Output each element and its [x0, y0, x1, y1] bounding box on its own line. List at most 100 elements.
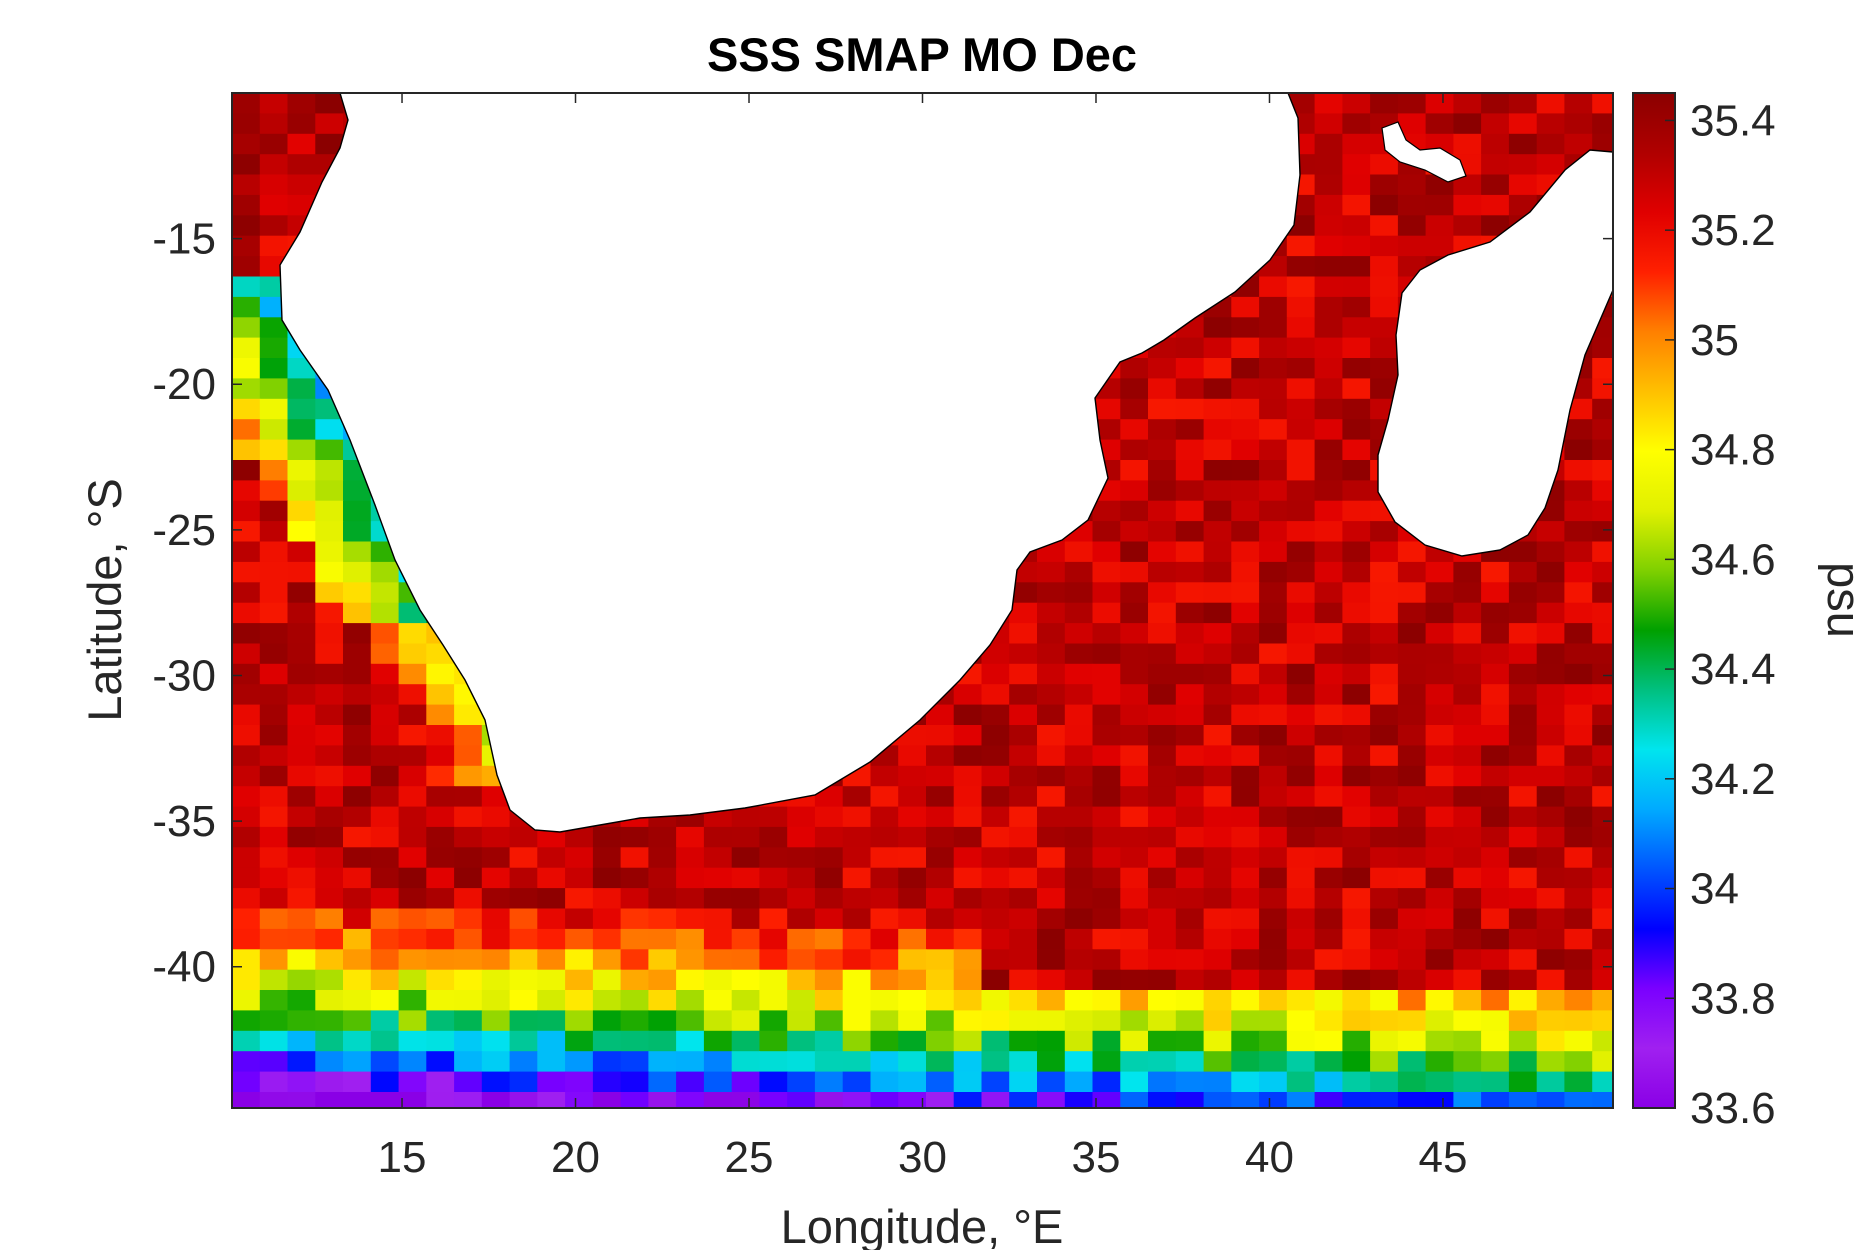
heat-cell [1148, 1071, 1177, 1093]
heat-cell [1231, 521, 1260, 543]
heat-cell [1203, 663, 1232, 685]
heat-cell [1453, 867, 1482, 889]
heat-cell [787, 847, 816, 869]
heat-cell [454, 1010, 483, 1032]
heat-cell [1342, 765, 1371, 787]
heat-cell [1453, 93, 1482, 114]
heat-cell [343, 1092, 372, 1108]
heat-cell [1592, 93, 1613, 114]
heat-cell [1120, 949, 1149, 971]
heat-cell [1397, 1010, 1427, 1032]
heat-cell [1508, 1051, 1538, 1073]
heat-cell [1286, 765, 1316, 787]
heat-cell [1175, 1071, 1205, 1093]
heat-cell [787, 969, 816, 991]
heat-cell [232, 928, 261, 950]
heat-cell [1286, 1051, 1316, 1073]
heat-cell [1397, 541, 1427, 563]
heat-cell [870, 847, 899, 869]
heat-cell [1370, 990, 1399, 1011]
heat-cell [1592, 439, 1613, 461]
heat-cell [1175, 561, 1205, 583]
heat-cell [1259, 949, 1288, 971]
y-tick-label: -20 [152, 360, 216, 409]
heat-cell [1342, 296, 1371, 318]
heat-cell [759, 888, 788, 910]
heat-cell [620, 1030, 649, 1052]
heat-cell [1370, 1051, 1399, 1073]
heat-cell [898, 908, 927, 930]
heat-cell [1148, 582, 1177, 604]
heat-cell [1536, 113, 1566, 135]
heat-cell [1037, 725, 1066, 746]
heat-cell [1231, 623, 1260, 645]
heat-cell [1453, 215, 1482, 237]
heat-cell [1203, 398, 1232, 420]
heat-cell [1508, 1092, 1538, 1108]
heat-cell [1564, 990, 1593, 1011]
heat-cell [287, 521, 316, 543]
heat-cell [370, 623, 400, 645]
heat-cell [1564, 745, 1593, 767]
heat-cell [1203, 541, 1232, 563]
heat-cell [287, 1092, 316, 1108]
heat-cell [426, 806, 455, 828]
heat-cell [1370, 582, 1399, 604]
heat-cell [343, 826, 372, 848]
heat-cell [620, 1071, 649, 1093]
heat-cell [676, 1030, 705, 1052]
heat-cell [1231, 745, 1260, 767]
heat-cell [1536, 867, 1566, 889]
heat-cell [232, 235, 261, 257]
heat-cell [343, 480, 372, 502]
heat-cell [1148, 480, 1177, 502]
heat-cell [1120, 745, 1149, 767]
heat-cell [1286, 480, 1316, 502]
heat-cell [259, 358, 289, 379]
heat-cell [287, 500, 316, 522]
heat-cell [1231, 928, 1260, 950]
heat-cell [426, 847, 455, 869]
heat-cell [1203, 521, 1232, 543]
heat-cell [315, 93, 344, 114]
heat-cell [259, 113, 289, 135]
heat-cell [370, 765, 400, 787]
heat-cell [1592, 337, 1613, 359]
heat-cell [426, 786, 455, 808]
heat-cell [315, 908, 344, 930]
heat-cell [1453, 602, 1482, 624]
heat-cell [1231, 296, 1260, 318]
heat-cell [1370, 358, 1399, 379]
heat-cell [1120, 765, 1149, 787]
heat-cell [398, 888, 427, 910]
heat-cell [315, 133, 344, 155]
heat-cell [1397, 643, 1427, 665]
heat-cell [1536, 806, 1566, 828]
heat-cell [787, 1051, 816, 1073]
heat-cell [1342, 378, 1371, 400]
heat-cell [1231, 1010, 1260, 1032]
heat-cell [1508, 745, 1538, 767]
heat-cell [537, 969, 566, 991]
heat-cell [1092, 643, 1121, 665]
heat-cell [315, 888, 344, 910]
heat-cell [898, 949, 927, 971]
heat-cell [398, 786, 427, 808]
heat-cell [232, 378, 261, 400]
heat-cell [1453, 704, 1482, 726]
heat-cell [842, 908, 872, 930]
heat-cell [343, 1051, 372, 1073]
heat-cell [1286, 725, 1316, 746]
heat-cell [1425, 1092, 1454, 1108]
heat-cell [1120, 1071, 1149, 1093]
heat-cell [1009, 643, 1038, 665]
heat-cell [1508, 582, 1538, 604]
heat-cell [1508, 133, 1538, 155]
heat-cell [1564, 969, 1593, 991]
heat-cell [454, 1092, 483, 1108]
colorbar [1632, 92, 1676, 1109]
y-tick-label: -30 [152, 651, 216, 700]
heat-cell [1064, 990, 1094, 1011]
heat-cell [232, 337, 261, 359]
heat-cell [1536, 826, 1566, 848]
